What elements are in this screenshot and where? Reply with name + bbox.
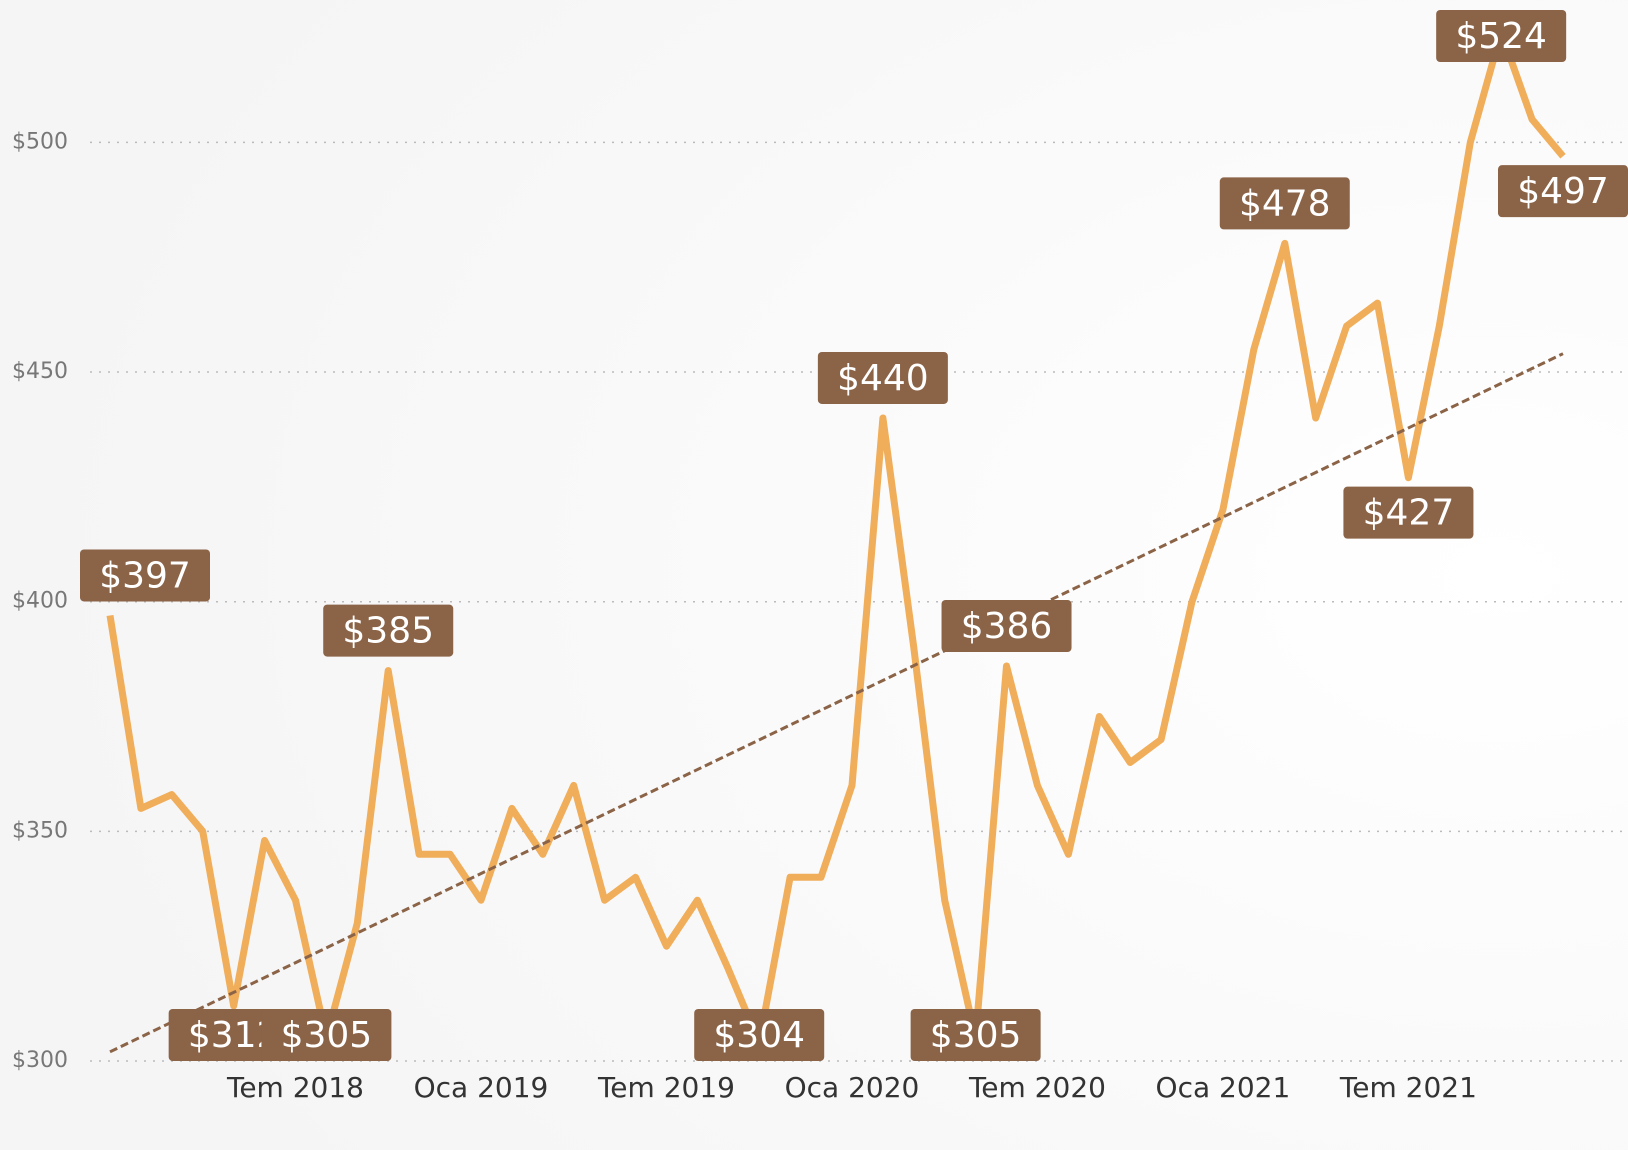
value-label: $304 [713,1015,805,1056]
value-label-box [323,604,454,657]
x-tick-label: Tem 2019 [597,1071,735,1104]
price-line [106,28,1566,1047]
value-label: $497 [1517,171,1609,212]
value-label-box [80,549,210,602]
value-label: $397 [99,555,191,596]
value-label: $305 [930,1015,1022,1056]
value-label-box [694,1009,825,1061]
value-label-box [1498,165,1628,218]
value-label: $386 [961,606,1053,647]
value-label-box [1343,486,1474,539]
value-label: $427 [1363,493,1455,534]
x-tick-label: Tem 2018 [226,1071,364,1104]
value-label-box [1219,177,1350,230]
y-tick-label: $500 [12,129,68,154]
value-label: $385 [342,611,434,652]
value-label: $305 [281,1015,373,1056]
y-tick-label: $450 [12,359,68,384]
trend-line [109,352,1564,1054]
x-tick-label: Oca 2021 [1156,1071,1291,1104]
x-tick-label: Oca 2020 [785,1071,920,1104]
y-tick-label: $300 [12,1048,68,1073]
value-label-box [941,599,1072,652]
value-label: $440 [837,358,929,399]
value-label: $478 [1239,183,1331,224]
value-label-box [1436,10,1567,62]
x-tick-label: Tem 2021 [1339,1071,1477,1104]
y-tick-label: $350 [12,818,68,843]
value-label-box [261,1009,392,1061]
value-label-box [910,1009,1041,1061]
value-label: $524 [1455,16,1547,57]
x-tick-label: Tem 2020 [968,1071,1106,1104]
y-tick-label: $400 [12,589,68,614]
x-tick-label: Oca 2019 [414,1071,549,1104]
value-label-box [817,351,948,404]
